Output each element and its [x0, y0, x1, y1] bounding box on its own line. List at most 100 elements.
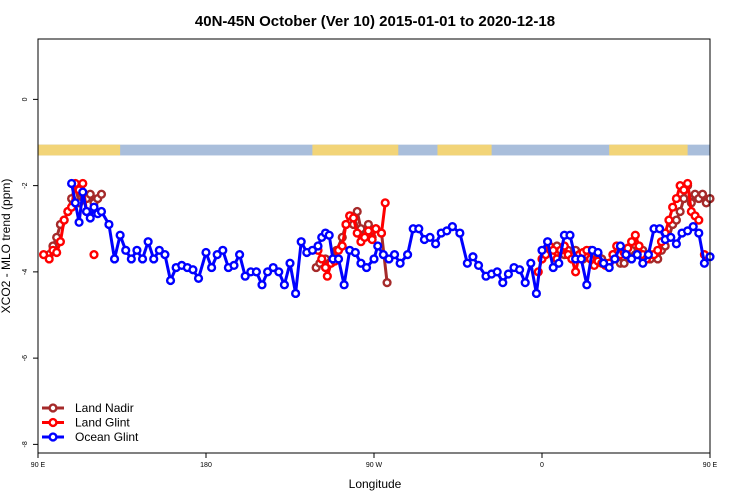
data-point [307, 245, 318, 255]
data-point [514, 265, 525, 275]
data-point [542, 237, 553, 247]
data-point [682, 226, 693, 236]
data-point [503, 269, 514, 279]
data-point [610, 254, 620, 264]
data-point [59, 215, 69, 225]
data-point [132, 245, 142, 255]
data-point [348, 213, 359, 223]
data-point [671, 239, 682, 249]
data-point [257, 280, 267, 290]
data-point [361, 262, 372, 273]
data-point [664, 215, 674, 225]
data-point [109, 254, 120, 264]
land-ocean-mask [38, 144, 710, 156]
data-point [193, 273, 204, 283]
data-point [78, 178, 88, 189]
data-point [632, 250, 642, 260]
data-point [380, 198, 390, 208]
data-point [675, 206, 685, 217]
data-point [66, 178, 77, 189]
data-point [352, 228, 362, 238]
data-point [694, 215, 704, 225]
data-point [582, 280, 592, 290]
data-point [137, 254, 148, 264]
data-point [643, 250, 654, 260]
data-point [520, 278, 530, 288]
x-tick-label: 0 [540, 462, 544, 469]
land-segment [38, 144, 121, 156]
data-point [274, 267, 284, 277]
data-point [356, 258, 366, 268]
data-point [455, 228, 465, 238]
data-point [89, 250, 99, 260]
data-point [697, 189, 708, 199]
chart-title: 40N-45N October (Ver 10) 2015-01-01 to 2… [195, 13, 555, 30]
data-point [324, 230, 334, 240]
data-point [442, 226, 452, 236]
data-point [55, 237, 66, 247]
data-point [369, 254, 379, 264]
data-point [371, 224, 381, 234]
data-point [121, 245, 131, 255]
data-point [565, 230, 575, 240]
data-point [296, 237, 306, 247]
data-point [389, 250, 400, 260]
data-point [403, 250, 413, 260]
data-point [598, 258, 609, 268]
land-segment [312, 144, 399, 156]
x-axis: 90 E 180 90 W 0 90 E [31, 453, 718, 469]
data-point [425, 232, 435, 242]
data-point [165, 275, 176, 286]
x-axis-label: Longitude [349, 477, 402, 491]
data-point [188, 265, 198, 275]
data-point [96, 189, 107, 199]
data-point [615, 241, 626, 251]
data-point [414, 224, 424, 234]
legend-item: Land Nadir [42, 401, 134, 415]
data-point [382, 278, 392, 288]
data-point [548, 262, 558, 273]
data-point [537, 245, 547, 255]
data-point [285, 258, 295, 268]
data-point [207, 262, 217, 273]
data-point [679, 185, 689, 195]
data-point [593, 247, 603, 258]
data-point [626, 254, 637, 264]
data-point [126, 254, 136, 264]
data-point [320, 262, 331, 273]
series-ocean-glint [66, 178, 715, 299]
data-point [468, 252, 478, 262]
data-point [373, 241, 383, 251]
data-point [492, 267, 502, 277]
data-point [263, 267, 273, 277]
data-point [378, 250, 388, 260]
data-point [81, 206, 92, 217]
data-point [74, 217, 84, 227]
data-point [498, 278, 508, 288]
y-tick-label: -6 [22, 355, 29, 361]
data-point [671, 193, 682, 204]
land-segment [437, 144, 492, 156]
series-line [70, 183, 712, 295]
legend-swatch-marker [48, 403, 58, 413]
data-point [367, 234, 377, 245]
data-point [626, 237, 637, 247]
data-point [682, 178, 693, 189]
data-point [376, 228, 387, 238]
data-point [679, 193, 689, 204]
data-point [44, 254, 54, 264]
data-point [638, 258, 648, 268]
data-point [384, 254, 394, 264]
data-point [317, 254, 327, 264]
data-point [52, 247, 62, 258]
y-axis: 0 -2 -4 -6 -8 [22, 97, 38, 447]
data-point [160, 250, 170, 260]
data-point [85, 189, 95, 199]
data-point [115, 230, 125, 240]
data-point [89, 202, 99, 212]
data-point [668, 202, 678, 212]
plot-series [38, 178, 715, 299]
data-point [395, 258, 405, 268]
x-tick-label: 90 W [366, 462, 383, 469]
